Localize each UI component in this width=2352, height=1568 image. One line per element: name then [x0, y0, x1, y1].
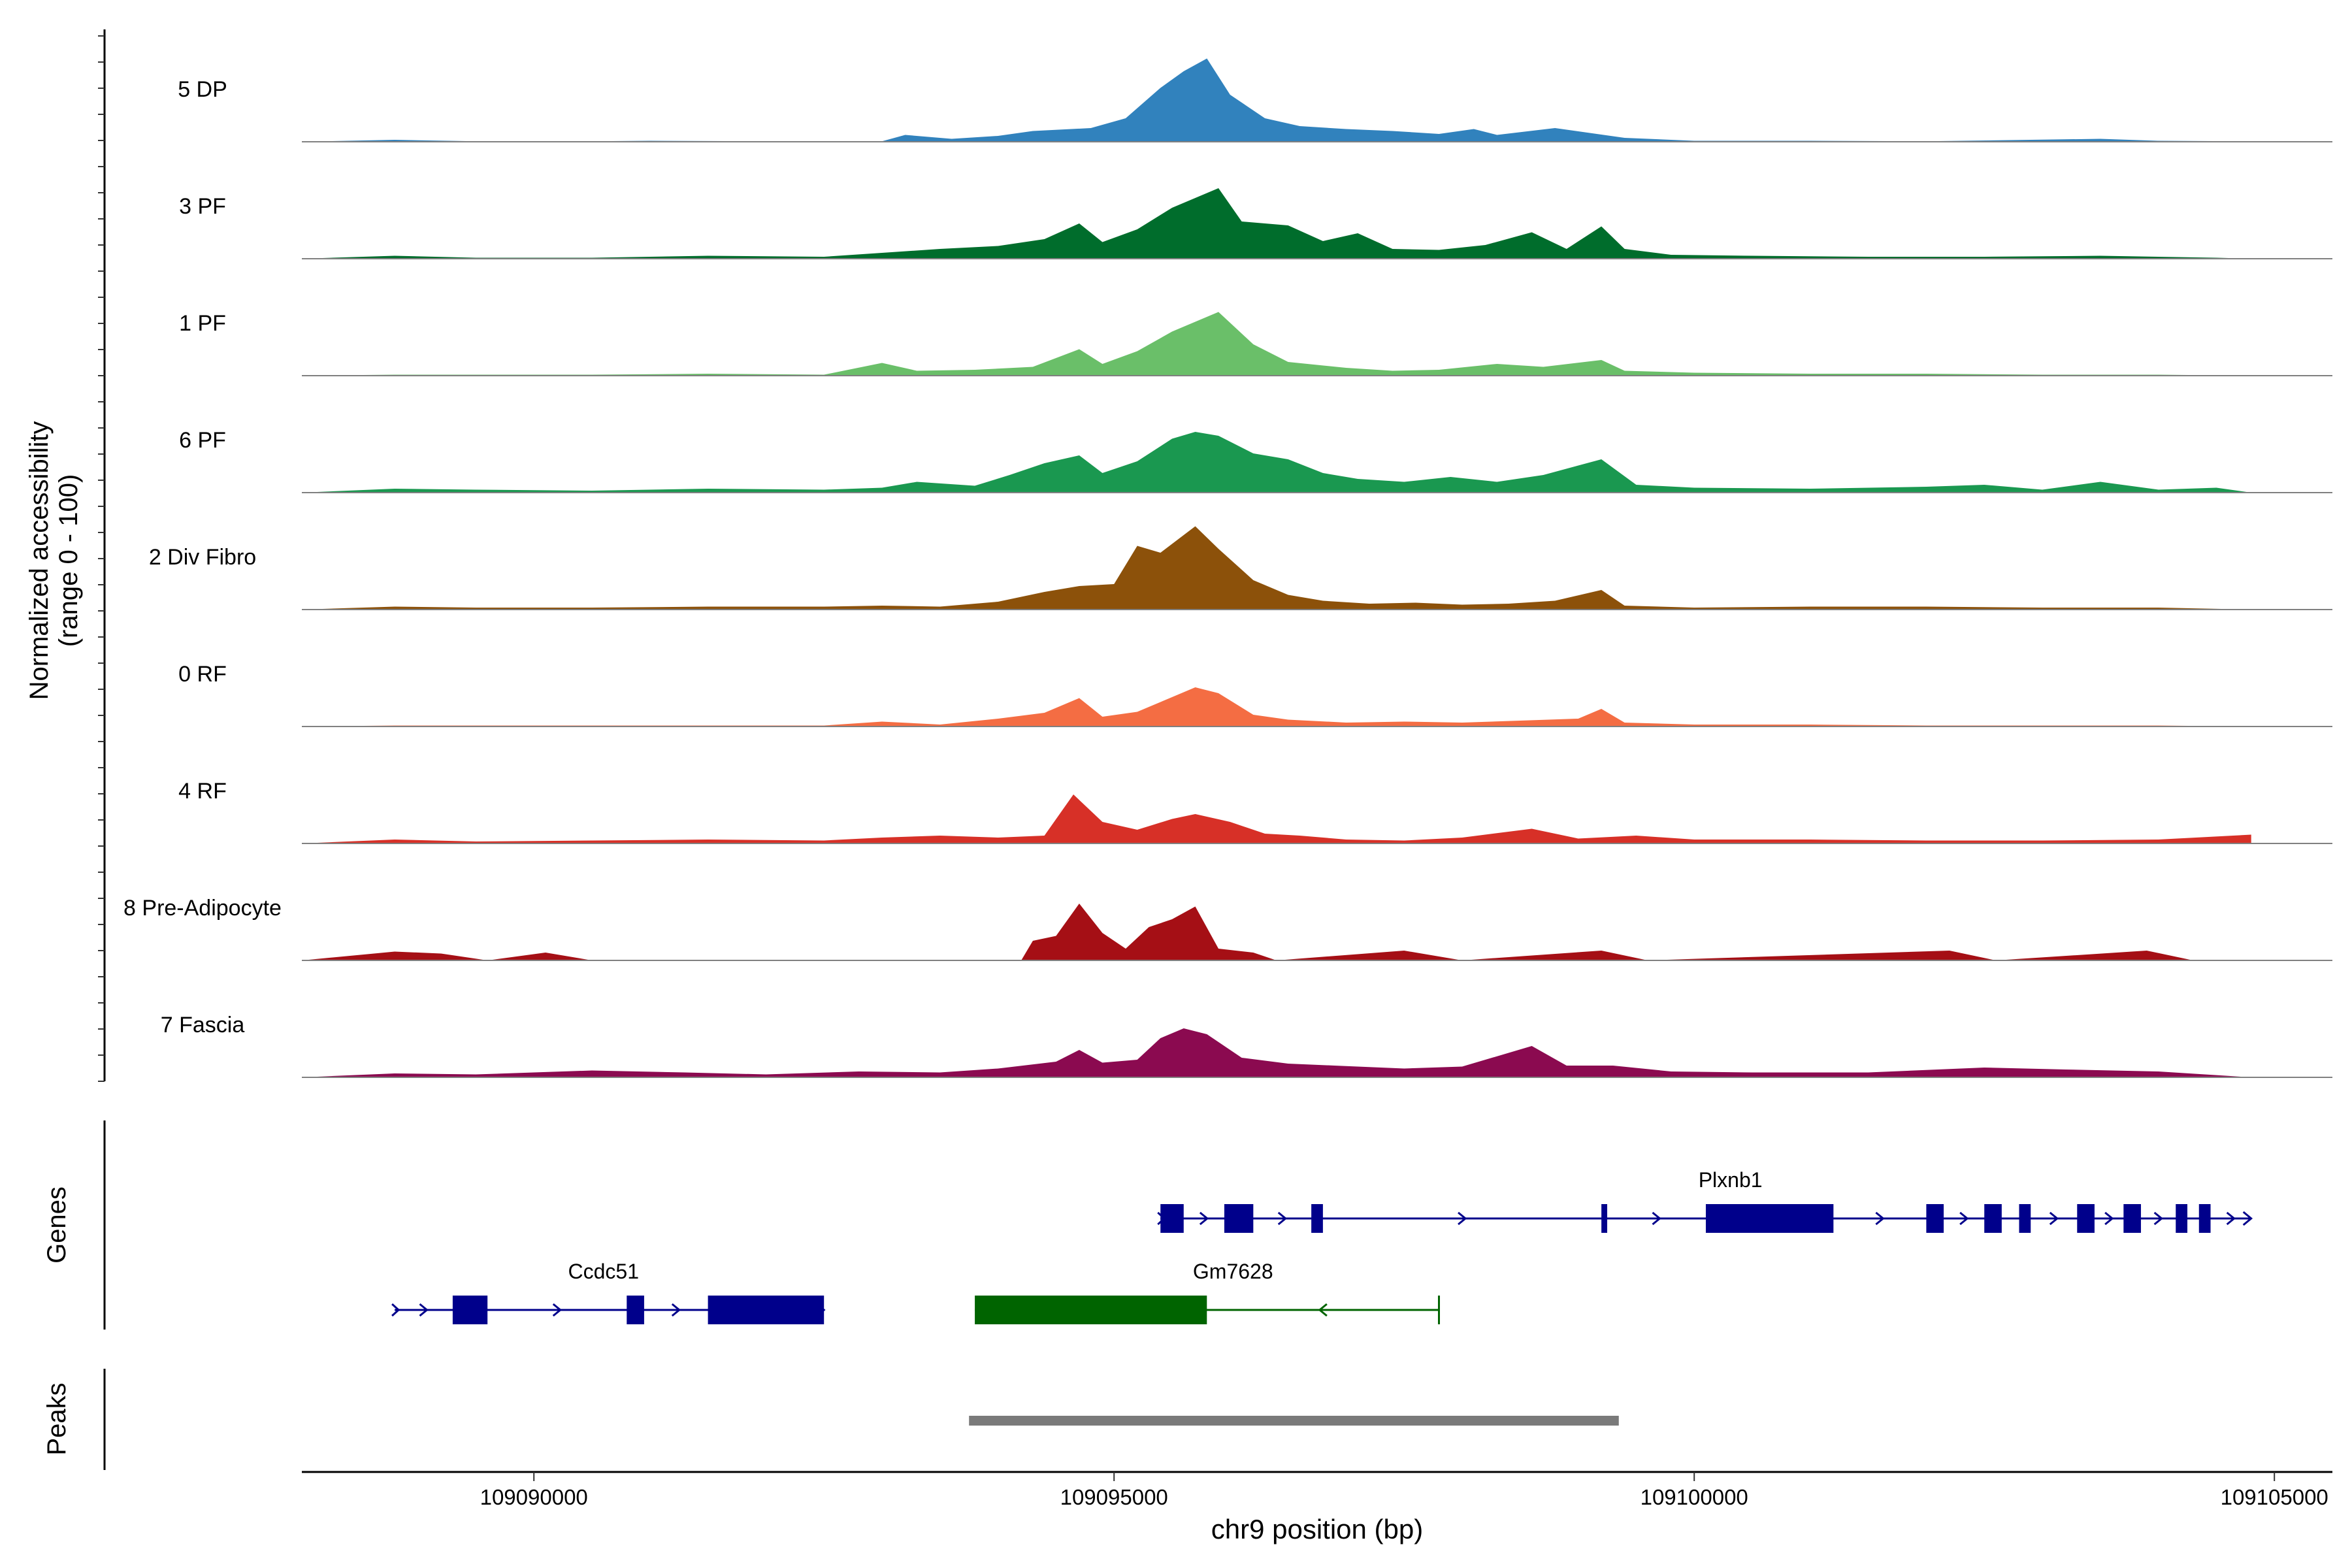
track-area — [302, 1028, 2251, 1077]
track-0-rf: 0 RF — [178, 662, 2332, 727]
exon-block — [2123, 1204, 2141, 1233]
gene-exons — [1160, 1204, 2211, 1233]
track-label: 7 Fascia — [161, 1013, 245, 1037]
exon-block — [452, 1296, 488, 1324]
exon-block — [2176, 1204, 2187, 1233]
exon-block — [2077, 1204, 2095, 1233]
tracks-y-axis-label-line1: Normalized accessibility — [25, 421, 54, 700]
track-5-dp: 5 DP — [178, 58, 2332, 142]
genes-panel-label: Genes — [42, 1186, 71, 1264]
peak-bar — [969, 1416, 1619, 1426]
coverage-tracks: 5 DP 3 PF 1 PF 6 PF 2 Div Fibro 0 RF — [123, 58, 2332, 1078]
exon-block — [1160, 1204, 1184, 1233]
gene-ccdc51: Ccdc51 — [391, 1260, 826, 1324]
track-6-pf: 6 PF — [179, 428, 2332, 493]
gene-start-arrow-icon — [391, 1303, 400, 1317]
exon-block — [1705, 1204, 1834, 1233]
strand-arrow-icon — [1318, 1303, 1328, 1317]
exon-block — [975, 1296, 1207, 1324]
x-tick-label: 109090000 — [480, 1485, 588, 1509]
gene-gm7628: Gm7628 — [975, 1260, 1440, 1324]
strand-arrow-icon — [1959, 1211, 1969, 1226]
gene-annotations: Plxnb1 Ccdc51 Gm7628 — [391, 1168, 2253, 1324]
gene-exons — [975, 1296, 1207, 1324]
track-area — [302, 526, 2251, 610]
strand-arrow-icon — [1277, 1211, 1288, 1226]
strand-arrow-icon — [1199, 1211, 1209, 1226]
strand-arrow-icon — [1652, 1211, 1661, 1226]
strand-arrow-icon — [552, 1303, 563, 1317]
track-label: 0 RF — [178, 662, 227, 687]
exon-block — [2198, 1204, 2211, 1233]
exon-block — [1601, 1204, 1607, 1233]
track-3-pf: 3 PF — [179, 188, 2332, 259]
x-tick-label: 109100000 — [1641, 1485, 1748, 1509]
exon-block — [2019, 1204, 2031, 1233]
track-1-pf: 1 PF — [179, 311, 2332, 376]
track-4-rf: 4 RF — [178, 779, 2332, 844]
strand-arrow-icon — [2104, 1211, 2114, 1226]
strand-arrows — [1318, 1296, 1440, 1324]
track-2-div-fibro: 2 Div Fibro — [149, 526, 2332, 610]
exon-block — [1984, 1204, 2002, 1233]
gene-exons — [452, 1296, 825, 1324]
strand-arrows — [1157, 1211, 2253, 1226]
x-axis-ticks: 109090000 109095000 109100000 109105000 — [480, 1472, 2328, 1509]
peak-regions — [969, 1416, 1619, 1426]
tracks-y-axis-label-line2: (range 0 - 100) — [54, 474, 83, 647]
track-area — [302, 312, 2251, 376]
x-tick-label: 109105000 — [2221, 1485, 2328, 1509]
gene-end-arrow-icon — [2242, 1211, 2253, 1226]
track-label: 4 RF — [178, 779, 227, 804]
strand-arrow-icon — [671, 1303, 681, 1317]
gene-label: Gm7628 — [1193, 1260, 1273, 1283]
track-7-fascia: 7 Fascia — [161, 1013, 2332, 1078]
x-axis-title: chr9 position (bp) — [1211, 1514, 1424, 1544]
track-label: 6 PF — [179, 428, 226, 453]
exon-block — [1224, 1204, 1254, 1233]
exon-block — [1926, 1204, 1944, 1233]
strand-arrow-icon — [2153, 1211, 2163, 1226]
strand-arrow-icon — [2226, 1211, 2236, 1226]
track-area — [302, 687, 2251, 727]
gene-label: Plxnb1 — [1699, 1168, 1763, 1192]
track-label: 3 PF — [179, 194, 226, 219]
track-label: 5 DP — [178, 77, 227, 102]
exon-block — [708, 1296, 825, 1324]
strand-arrow-icon — [1875, 1211, 1885, 1226]
gene-label: Ccdc51 — [568, 1260, 640, 1283]
tracks-y-axis-ticks — [98, 35, 105, 1082]
strand-arrow-icon — [419, 1303, 429, 1317]
track-area — [302, 58, 2251, 142]
track-label: 8 Pre-Adipocyte — [123, 896, 282, 921]
x-tick-label: 109095000 — [1060, 1485, 1168, 1509]
track-label: 2 Div Fibro — [149, 545, 256, 570]
strand-arrow-icon — [2049, 1211, 2059, 1226]
track-label: 1 PF — [179, 311, 226, 336]
exon-block — [627, 1296, 644, 1324]
track-8-pre-adipocyte: 8 Pre-Adipocyte — [123, 896, 2332, 961]
peaks-panel-label: Peaks — [42, 1382, 71, 1455]
gene-plxnb1: Plxnb1 — [1157, 1168, 2253, 1233]
strand-arrow-icon — [1458, 1211, 1467, 1226]
exon-block — [1311, 1204, 1323, 1233]
track-area — [302, 432, 2251, 493]
track-area — [302, 188, 2251, 259]
